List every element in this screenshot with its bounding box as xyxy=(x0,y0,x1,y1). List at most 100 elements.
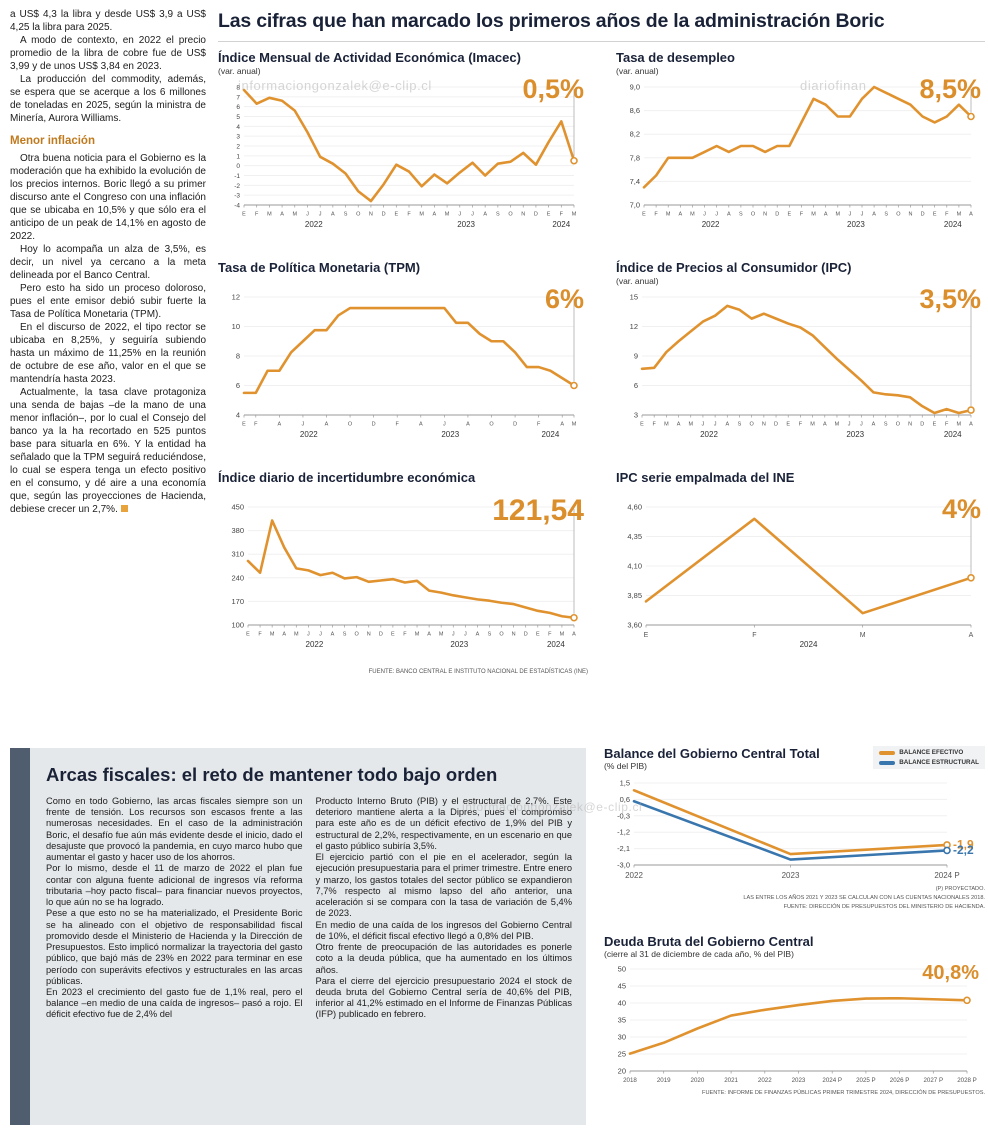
chart-title: IPC serie empalmada del INE xyxy=(616,470,795,485)
svg-text:170: 170 xyxy=(231,597,244,606)
chart-source: FUENTE: BANCO CENTRAL E INSTITUTO NACION… xyxy=(368,669,588,675)
chart-title: Tasa de desempleo xyxy=(616,50,735,65)
legend-item-efectivo: BALANCE EFECTIVO xyxy=(879,749,979,756)
svg-text:-2,2: -2,2 xyxy=(953,843,974,857)
svg-text:M: M xyxy=(294,632,299,638)
chart-subtitle xyxy=(218,276,588,287)
svg-text:E: E xyxy=(642,212,646,218)
paragraph: a US$ 4,3 la libra y desde US$ 3,9 a US$… xyxy=(10,9,206,33)
chart-highlight-value: 3,5% xyxy=(919,284,981,314)
svg-text:O: O xyxy=(751,212,756,218)
svg-text:2022: 2022 xyxy=(625,871,643,880)
svg-text:J: J xyxy=(848,422,851,428)
svg-text:M: M xyxy=(267,212,272,218)
paragraph: Producto Interno Bruto (PIB) y el estruc… xyxy=(315,796,573,851)
svg-text:A: A xyxy=(823,422,827,428)
svg-text:2023: 2023 xyxy=(782,871,800,880)
svg-text:M: M xyxy=(810,422,815,428)
svg-text:J: J xyxy=(458,212,461,218)
chart-notes: (P) PROYECTADO. LAS ENTRE LOS AÑOS 2021 … xyxy=(604,885,985,912)
svg-text:10: 10 xyxy=(232,322,240,331)
article-paragraphs: Otra buena noticia para el Gobierno es l… xyxy=(10,152,206,516)
svg-text:8: 8 xyxy=(236,352,240,361)
svg-text:4,10: 4,10 xyxy=(627,562,642,571)
svg-text:O: O xyxy=(750,422,755,428)
svg-text:20: 20 xyxy=(618,1066,626,1075)
svg-text:F: F xyxy=(254,422,258,428)
svg-text:A: A xyxy=(872,422,876,428)
chart-title: Índice Mensual de Actividad Económica (I… xyxy=(218,50,521,65)
svg-text:A: A xyxy=(725,422,729,428)
svg-text:A: A xyxy=(969,632,974,639)
svg-text:A: A xyxy=(331,632,335,638)
svg-text:O: O xyxy=(356,212,361,218)
svg-text:M: M xyxy=(690,212,695,218)
svg-text:30: 30 xyxy=(618,1032,626,1041)
svg-text:M: M xyxy=(439,632,444,638)
svg-text:J: J xyxy=(849,212,852,218)
svg-text:2023: 2023 xyxy=(450,640,468,649)
svg-text:A: A xyxy=(466,422,470,428)
svg-text:E: E xyxy=(536,632,540,638)
svg-text:240: 240 xyxy=(231,573,244,582)
legend-label: BALANCE EFECTIVO xyxy=(899,749,964,756)
incertidumbre-line-chart: 450 380 310 240 170 100 E F M A M J J A S O N D E F M A M J J A S O… xyxy=(218,499,588,651)
svg-text:N: N xyxy=(908,212,912,218)
chart-subtitle: (% del PIB) xyxy=(604,761,647,771)
chart-subtitle: (cierre al 31 de diciembre de cada año, … xyxy=(604,948,794,959)
svg-text:M: M xyxy=(835,212,840,218)
svg-text:2027 P: 2027 P xyxy=(923,1077,943,1084)
svg-text:2023: 2023 xyxy=(847,220,865,229)
chart-title: Tasa de Política Monetaria (TPM) xyxy=(218,260,421,275)
chart-highlight-value: 121,54 xyxy=(492,494,584,527)
svg-text:2024: 2024 xyxy=(547,640,565,649)
svg-text:2018: 2018 xyxy=(623,1077,637,1084)
svg-text:2022: 2022 xyxy=(305,220,323,229)
imacec-line-chart: 8 7 6 5 4 3 2 1 0 -1 -2 -3 -4 E F M A M J J A S O N D E F M A M J J A S O N… xyxy=(218,79,588,231)
svg-text:7,4: 7,4 xyxy=(630,177,640,186)
svg-text:J: J xyxy=(452,632,455,638)
svg-text:E: E xyxy=(644,632,649,639)
svg-text:M: M xyxy=(811,212,816,218)
svg-text:J: J xyxy=(714,422,717,428)
svg-text:E: E xyxy=(933,212,937,218)
svg-text:4: 4 xyxy=(236,411,240,420)
svg-text:25: 25 xyxy=(618,1049,626,1058)
svg-text:E: E xyxy=(242,422,246,428)
svg-text:450: 450 xyxy=(231,503,244,512)
svg-text:J: J xyxy=(306,212,309,218)
svg-text:M: M xyxy=(572,212,577,218)
svg-text:-3: -3 xyxy=(234,193,240,200)
paragraph: Actualmente, la tasa clave protagoniza u… xyxy=(10,386,206,515)
paragraph: En medio de una caída de los ingresos de… xyxy=(315,919,573,941)
fiscal-article-box: Arcas fiscales: el reto de mantener todo… xyxy=(10,748,586,1125)
svg-text:2024: 2024 xyxy=(800,640,818,649)
svg-text:J: J xyxy=(715,212,718,218)
svg-text:-3,0: -3,0 xyxy=(617,861,630,870)
svg-text:F: F xyxy=(548,632,552,638)
svg-text:E: E xyxy=(787,212,791,218)
svg-text:F: F xyxy=(407,212,411,218)
svg-text:4: 4 xyxy=(236,124,240,131)
svg-text:A: A xyxy=(969,422,973,428)
chart-highlight-value: 40,8% xyxy=(922,961,979,984)
svg-text:F: F xyxy=(255,212,259,218)
svg-text:15: 15 xyxy=(630,293,638,302)
svg-text:M: M xyxy=(860,632,866,639)
svg-text:F: F xyxy=(654,212,658,218)
svg-text:7,8: 7,8 xyxy=(630,153,640,162)
svg-text:D: D xyxy=(524,632,528,638)
tpm-line-chart: 12 10 8 6 4 E F A J A O D F A J A O D F A M 2022 2023 2024 xyxy=(218,289,588,441)
deuda-line-chart: 50 45 40 35 30 25 20 2018 2019 2020 2021 2022 2023 20… xyxy=(604,961,985,1089)
svg-text:J: J xyxy=(319,212,322,218)
paragraph: Otro frente de preocupación de las autor… xyxy=(315,942,573,975)
svg-text:D: D xyxy=(379,632,383,638)
chart-highlight-value: 0,5% xyxy=(522,74,584,104)
svg-text:35: 35 xyxy=(618,1015,626,1024)
svg-text:-1: -1 xyxy=(234,173,240,180)
svg-text:9,0: 9,0 xyxy=(630,83,640,92)
chart-card-ipc: Índice de Precios al Consumidor (IPC) (v… xyxy=(616,260,985,456)
svg-text:0: 0 xyxy=(236,163,240,170)
svg-text:E: E xyxy=(640,422,644,428)
